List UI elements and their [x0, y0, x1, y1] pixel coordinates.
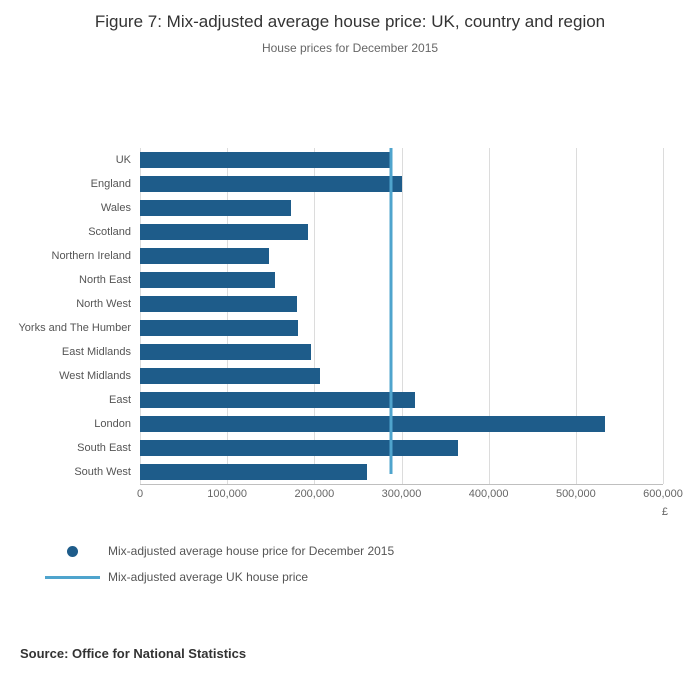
- gridline: [488, 148, 490, 484]
- legend-swatch-cell: [45, 545, 108, 557]
- x-tick-label: 400,000: [468, 488, 509, 500]
- bar-yorks-and-the-humber: [140, 320, 298, 336]
- bar-north-east: [140, 272, 276, 288]
- bar-row: [140, 268, 663, 292]
- gridline: [663, 148, 664, 484]
- bar-row: [140, 172, 663, 196]
- legend-item-price: Mix-adjusted average house price for Dec…: [0, 538, 700, 564]
- bar-south-west: [140, 464, 367, 480]
- bar-row: [140, 316, 663, 340]
- x-tick-label: 100,000: [207, 488, 248, 500]
- x-tick-label: 600,000: [643, 488, 683, 500]
- bar-chart: UK England Wales Scotland Northern Ireland No…: [0, 148, 700, 518]
- x-tick-label: 300,000: [381, 488, 422, 500]
- legend-label-ukline: Mix-adjusted average UK house price: [108, 570, 309, 584]
- gridline: [227, 148, 229, 484]
- x-axis: 0 100,000 200,000 300,000 400,000 500,000 600,…: [136, 485, 683, 500]
- legend-dot-marker: [67, 545, 78, 557]
- category-label: England: [90, 178, 131, 190]
- category-label: Northern Ireland: [51, 250, 132, 262]
- legend: Mix-adjusted average house price for Dec…: [0, 538, 700, 590]
- category-label: East Midlands: [61, 346, 131, 358]
- gridline: [140, 148, 141, 484]
- bar-north-west: [140, 296, 297, 312]
- bar-row: [140, 220, 663, 244]
- bar-row: [140, 292, 663, 316]
- category-label: South West: [74, 466, 131, 478]
- bar-row: [140, 364, 663, 388]
- bar-row: [140, 436, 663, 460]
- bar-wales: [140, 200, 291, 216]
- bar-west-midlands: [140, 368, 320, 384]
- bar-row: [140, 388, 663, 412]
- bar-row: [140, 244, 663, 268]
- category-label: Scotland: [88, 226, 131, 238]
- bar-london: [140, 416, 606, 432]
- x-tick-label: 500,000: [555, 488, 596, 500]
- gridline: [314, 148, 316, 484]
- uk-average-line: [389, 148, 393, 474]
- category-label: Yorks and The Humber: [18, 322, 131, 334]
- legend-label-price: Mix-adjusted average house price for Dec…: [108, 544, 395, 558]
- bar-row: [140, 196, 663, 220]
- gridline: [575, 148, 577, 484]
- x-tick-label: 200,000: [294, 488, 335, 500]
- plot-area: [140, 148, 664, 485]
- bar-row: [140, 412, 663, 436]
- gridline: [401, 148, 403, 484]
- bar-england: [140, 176, 403, 192]
- category-label: London: [94, 418, 131, 430]
- bar-south-east: [140, 440, 459, 456]
- category-label: North West: [76, 298, 131, 310]
- legend-swatch-cell: [45, 575, 108, 579]
- source-text: Source: Office for National Statistics: [20, 646, 247, 661]
- chart-subtitle: House prices for December 2015: [261, 41, 439, 55]
- bar-east: [140, 392, 415, 408]
- category-label: UK: [115, 154, 131, 166]
- bars: [140, 148, 663, 484]
- bar-scotland: [140, 224, 309, 240]
- x-axis-unit: £: [661, 506, 668, 518]
- bar-row: [140, 340, 663, 364]
- category-label: West Midlands: [59, 370, 131, 382]
- y-axis-category-labels: UK England Wales Scotland Northern Ireland No…: [0, 148, 140, 485]
- bar-northern-ireland: [140, 248, 269, 264]
- chart-title: Figure 7: Mix-adjusted average house pri…: [94, 12, 606, 31]
- x-tick-label: 0: [136, 488, 144, 500]
- legend-line-marker: [45, 575, 100, 579]
- bar-row: [140, 460, 663, 484]
- category-label: South East: [77, 442, 131, 454]
- category-label: Wales: [100, 202, 131, 214]
- legend-item-uk-line: Mix-adjusted average UK house price: [0, 564, 700, 590]
- bar-east-midlands: [140, 344, 311, 360]
- category-label: East: [108, 394, 131, 406]
- bar-row: [140, 148, 663, 172]
- bar-uk: [140, 152, 392, 168]
- category-label: North East: [79, 274, 131, 286]
